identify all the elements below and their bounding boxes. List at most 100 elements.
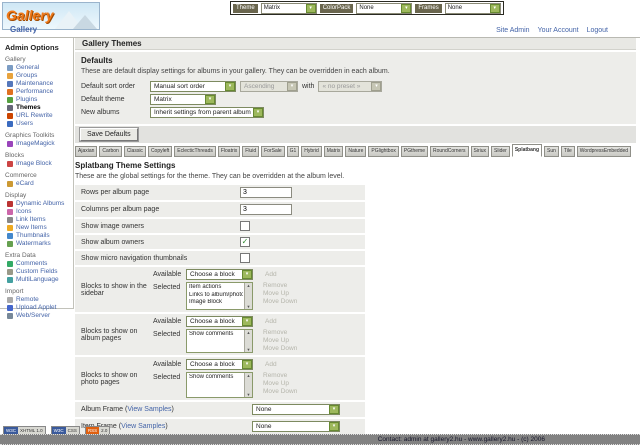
tab-g1[interactable]: G1 bbox=[286, 146, 300, 157]
scrollbar[interactable]: ▲ ▼ bbox=[244, 330, 252, 352]
scroll-down-icon[interactable]: ▼ bbox=[246, 347, 251, 352]
your-account-link[interactable]: Your Account bbox=[537, 27, 579, 34]
sidebar-item-dynamic-albums[interactable]: Dynamic Albums bbox=[5, 200, 73, 208]
tab-classic[interactable]: Classic bbox=[123, 146, 146, 157]
item-frame-select[interactable]: None ▾ bbox=[252, 421, 340, 432]
tab-fluid[interactable]: Fluid bbox=[242, 146, 260, 157]
chevron-down-icon[interactable]: ▾ bbox=[329, 405, 339, 414]
chevron-down-icon[interactable]: ▾ bbox=[225, 82, 235, 91]
tab-forsale[interactable]: ForSale bbox=[261, 146, 285, 157]
show-album-owners-checkbox[interactable]: ✓ bbox=[240, 237, 250, 247]
chevron-down-icon[interactable]: ▾ bbox=[242, 360, 252, 369]
tab-sun[interactable]: Sun bbox=[544, 146, 559, 157]
tab-ajaxian[interactable]: Ajaxian bbox=[75, 146, 98, 157]
scrollbar[interactable]: ▲ ▼ bbox=[244, 283, 252, 309]
album-blocks-move-up-link[interactable]: Move Up bbox=[263, 337, 290, 344]
tab-matrix[interactable]: Matrix bbox=[323, 146, 344, 157]
album-frame-select[interactable]: None ▾ bbox=[252, 404, 340, 415]
list-item[interactable]: Item actions bbox=[189, 284, 222, 290]
tab-splatbang[interactable]: Splatbang bbox=[511, 144, 542, 157]
photo-blocks-move-down-link[interactable]: Move Down bbox=[263, 388, 298, 395]
sidebar-blocks-add-link[interactable]: Add bbox=[265, 271, 277, 278]
frames-select[interactable]: None ▾ bbox=[444, 2, 501, 14]
show-micro-nav-checkbox[interactable] bbox=[240, 253, 250, 263]
tab-roundcorners[interactable]: RoundCorners bbox=[429, 146, 469, 157]
sidebar-item-web-server[interactable]: Web/Server bbox=[5, 312, 73, 320]
sidebar-item-comments[interactable]: Comments bbox=[5, 260, 73, 268]
sidebar-item-plugins[interactable]: Plugins bbox=[5, 96, 73, 104]
album-blocks-add-link[interactable]: Add bbox=[265, 318, 277, 325]
sidebar-item-watermarks[interactable]: Watermarks bbox=[5, 240, 73, 248]
default-sort-order-select[interactable]: Manual sort order ▾ bbox=[150, 81, 236, 92]
sidebar-item-thumbnails[interactable]: Thumbnails bbox=[5, 232, 73, 240]
album-blocks-available-select[interactable]: Choose a block ▾ bbox=[186, 316, 253, 327]
chevron-down-icon[interactable]: ▾ bbox=[305, 3, 316, 13]
tab-floatrix[interactable]: Floatrix bbox=[217, 146, 241, 157]
tab-nature[interactable]: Nature bbox=[345, 146, 367, 157]
sidebar-item-url-rewrite[interactable]: URL Rewrite bbox=[5, 112, 73, 120]
sidebar-blocks-selected-list[interactable]: Item actions Links to album/photo peers … bbox=[186, 282, 253, 310]
tab-wordpressembedded[interactable]: WordpressEmbedded bbox=[576, 146, 632, 157]
sidebar-item-maintenance[interactable]: Maintenance bbox=[5, 80, 73, 88]
sidebar-item-imagemagick[interactable]: ImageMagick bbox=[5, 140, 73, 148]
sidebar-blocks-remove-link[interactable]: Remove bbox=[263, 282, 288, 289]
sidebar-item-image-block[interactable]: Image Block bbox=[5, 160, 73, 168]
logout-link[interactable]: Logout bbox=[586, 27, 608, 34]
rows-per-page-input[interactable] bbox=[240, 187, 292, 198]
chevron-down-icon[interactable]: ▾ bbox=[242, 317, 252, 326]
colorpack-select[interactable]: None ▾ bbox=[356, 2, 413, 14]
sidebar-blocks-move-down-link[interactable]: Move Down bbox=[263, 298, 298, 305]
chevron-down-icon[interactable]: ▾ bbox=[329, 422, 339, 431]
album-frame-view-samples-link[interactable]: View Samples bbox=[127, 406, 172, 413]
sidebar-item-general[interactable]: General bbox=[5, 64, 73, 72]
sidebar-item-custom-fields[interactable]: Custom Fields bbox=[5, 268, 73, 276]
new-albums-select[interactable]: Inherit settings from parent album ▾ bbox=[150, 107, 264, 118]
tab-pglightbox[interactable]: PGlightbox bbox=[368, 146, 399, 157]
sidebar-item-new-items[interactable]: New Items bbox=[5, 224, 73, 232]
sort-direction-select[interactable]: Ascending ▾ bbox=[240, 81, 298, 92]
scroll-up-icon[interactable]: ▲ bbox=[246, 373, 251, 378]
tab-eclecticthreads[interactable]: EclecticThreads bbox=[174, 146, 216, 157]
sidebar-item-remote[interactable]: Remote bbox=[5, 296, 73, 304]
sidebar-item-performance[interactable]: Performance bbox=[5, 88, 73, 96]
default-theme-select[interactable]: Matrix ▾ bbox=[150, 94, 216, 105]
sidebar-item-users[interactable]: Users bbox=[5, 120, 73, 128]
sidebar-item-upload-applet[interactable]: Upload Applet bbox=[5, 304, 73, 312]
photo-blocks-add-link[interactable]: Add bbox=[265, 361, 277, 368]
list-item[interactable]: Image Block bbox=[189, 299, 223, 305]
photo-blocks-move-up-link[interactable]: Move Up bbox=[263, 380, 290, 387]
sidebar-item-ecard[interactable]: eCard bbox=[5, 180, 73, 188]
scroll-up-icon[interactable]: ▲ bbox=[246, 330, 251, 335]
sidebar-item-groups[interactable]: Groups bbox=[5, 72, 73, 80]
album-blocks-move-down-link[interactable]: Move Down bbox=[263, 345, 298, 352]
scroll-down-icon[interactable]: ▼ bbox=[246, 304, 251, 309]
sort-preset-select[interactable]: « no preset » ▾ bbox=[318, 81, 383, 92]
photo-blocks-remove-link[interactable]: Remove bbox=[263, 372, 288, 379]
photo-blocks-selected-list[interactable]: Show comments ▲ ▼ bbox=[186, 372, 253, 398]
scroll-down-icon[interactable]: ▼ bbox=[246, 392, 251, 397]
tab-slider[interactable]: Slider bbox=[491, 146, 510, 157]
tab-carbon[interactable]: Carbon bbox=[99, 146, 122, 157]
album-blocks-selected-list[interactable]: Show comments ▲ ▼ bbox=[186, 329, 253, 353]
tab-tile[interactable]: Tile bbox=[560, 146, 575, 157]
chevron-down-icon[interactable]: ▾ bbox=[242, 270, 252, 279]
show-image-owners-checkbox[interactable] bbox=[240, 221, 250, 231]
sidebar-item-link-items[interactable]: Link Items bbox=[5, 216, 73, 224]
site-admin-link[interactable]: Site Admin bbox=[496, 27, 530, 34]
sidebar-blocks-move-up-link[interactable]: Move Up bbox=[263, 290, 290, 297]
sidebar-item-icons[interactable]: Icons bbox=[5, 208, 73, 216]
list-item[interactable]: Show comments bbox=[189, 374, 234, 380]
breadcrumb[interactable]: Gallery bbox=[10, 25, 38, 34]
item-frame-view-samples-link[interactable]: View Samples bbox=[121, 423, 166, 430]
tab-pgtheme[interactable]: PGtheme bbox=[400, 146, 428, 157]
list-item[interactable]: Links to album/photo peers bbox=[189, 291, 243, 298]
gallery-logo[interactable]: Gallery bbox=[2, 2, 100, 30]
chevron-down-icon[interactable]: ▾ bbox=[401, 3, 412, 13]
tab-siriux[interactable]: Siriux bbox=[470, 146, 490, 157]
scrollbar[interactable]: ▲ ▼ bbox=[244, 373, 252, 397]
tab-hybrid[interactable]: Hybrid bbox=[301, 146, 322, 157]
tab-copyleft[interactable]: Copyleft bbox=[147, 146, 173, 157]
list-item[interactable]: Show comments bbox=[189, 331, 234, 337]
scroll-up-icon[interactable]: ▲ bbox=[246, 283, 251, 288]
chevron-down-icon[interactable]: ▾ bbox=[489, 3, 500, 13]
